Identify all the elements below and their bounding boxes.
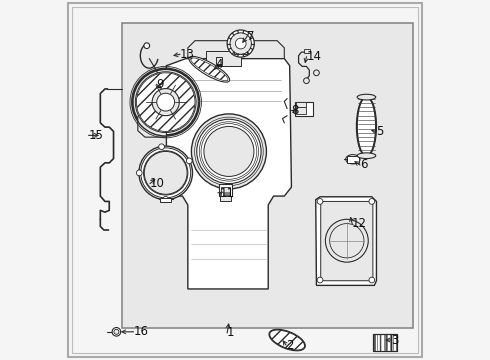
Bar <box>220 196 231 201</box>
Text: 15: 15 <box>89 129 103 142</box>
Circle shape <box>369 199 375 204</box>
Ellipse shape <box>357 97 376 156</box>
Text: 3: 3 <box>392 333 399 347</box>
Bar <box>228 192 229 196</box>
Ellipse shape <box>189 57 230 82</box>
Polygon shape <box>188 41 284 59</box>
Text: 8: 8 <box>292 104 299 117</box>
Circle shape <box>369 277 375 283</box>
Ellipse shape <box>357 94 376 100</box>
Polygon shape <box>167 59 292 289</box>
Circle shape <box>139 146 193 200</box>
Bar <box>216 58 222 64</box>
Bar <box>206 51 242 66</box>
Bar <box>296 107 306 114</box>
Circle shape <box>304 78 309 84</box>
Bar <box>223 192 225 196</box>
Circle shape <box>144 152 187 194</box>
Bar <box>347 156 359 163</box>
Text: 9: 9 <box>156 78 164 91</box>
Bar <box>373 334 397 351</box>
Circle shape <box>112 328 121 336</box>
Ellipse shape <box>270 330 305 350</box>
Bar <box>226 192 227 196</box>
Circle shape <box>317 199 323 204</box>
Text: 14: 14 <box>306 50 321 63</box>
Bar <box>373 334 397 351</box>
Ellipse shape <box>357 153 376 158</box>
Text: 5: 5 <box>376 125 384 138</box>
Circle shape <box>204 126 254 176</box>
Text: 2: 2 <box>286 338 294 351</box>
Circle shape <box>235 38 246 49</box>
Polygon shape <box>316 197 376 285</box>
Circle shape <box>159 144 165 150</box>
Circle shape <box>136 170 142 176</box>
Text: 10: 10 <box>150 177 165 190</box>
Polygon shape <box>138 111 167 137</box>
Circle shape <box>133 69 198 135</box>
Circle shape <box>135 72 196 132</box>
Ellipse shape <box>346 155 360 164</box>
Ellipse shape <box>191 58 228 81</box>
Text: 7: 7 <box>247 30 255 43</box>
Bar <box>304 49 310 53</box>
Circle shape <box>186 158 192 164</box>
Circle shape <box>230 33 251 54</box>
Bar <box>234 46 247 54</box>
Polygon shape <box>321 202 373 281</box>
Circle shape <box>163 197 169 202</box>
Circle shape <box>144 43 149 49</box>
Circle shape <box>227 30 254 57</box>
Circle shape <box>314 70 319 76</box>
Circle shape <box>136 73 195 131</box>
Circle shape <box>192 114 267 189</box>
Text: 4: 4 <box>216 58 223 72</box>
Circle shape <box>317 277 323 283</box>
Circle shape <box>197 119 261 184</box>
Text: 6: 6 <box>360 158 368 171</box>
Bar <box>160 198 171 202</box>
Circle shape <box>152 89 179 116</box>
Bar <box>221 192 223 196</box>
Text: 16: 16 <box>134 325 148 338</box>
Bar <box>296 102 306 107</box>
Bar <box>295 102 313 116</box>
Bar <box>219 184 232 196</box>
Text: 12: 12 <box>352 217 367 230</box>
Text: 13: 13 <box>180 48 195 61</box>
Bar <box>220 187 230 195</box>
Text: 11: 11 <box>220 187 235 200</box>
Circle shape <box>114 329 119 334</box>
Circle shape <box>157 93 174 111</box>
Text: 1: 1 <box>227 327 235 339</box>
Bar <box>122 23 413 328</box>
